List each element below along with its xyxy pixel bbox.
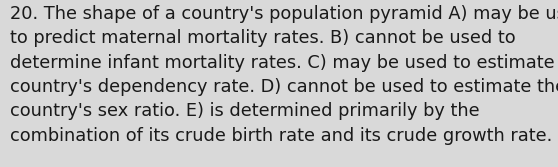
Text: 20. The shape of a country's population pyramid A) may be used
to predict matern: 20. The shape of a country's population … [10, 5, 558, 144]
